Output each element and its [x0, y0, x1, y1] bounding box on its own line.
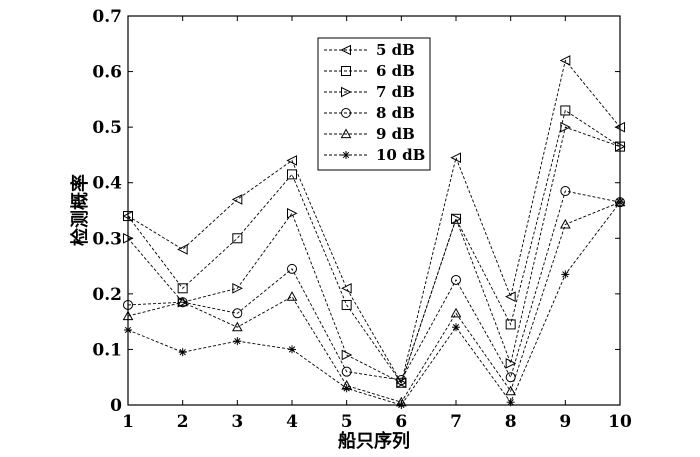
data-point: [286, 291, 298, 301]
data-point: [505, 291, 516, 302]
legend-marker: [341, 86, 352, 98]
legend-marker: [340, 44, 351, 56]
legend-label: 7 dB: [376, 83, 415, 101]
legend-marker: [342, 151, 350, 159]
legend-item: 8 dB: [324, 104, 415, 122]
data-point: [560, 121, 571, 133]
y-tick-label: 0.5: [92, 118, 122, 138]
legend-item: 5 dB: [324, 41, 415, 59]
series-line: [127, 109, 621, 384]
x-tick-label: 1: [122, 412, 134, 432]
data-point: [560, 186, 571, 197]
legend-item: 9 dB: [324, 125, 415, 143]
data-point: [450, 152, 461, 164]
y-tick-label: 0.3: [92, 229, 122, 249]
data-point: [450, 307, 462, 318]
series-5: [122, 196, 626, 407]
data-point: [232, 233, 243, 244]
x-tick-label: 7: [450, 412, 462, 432]
x-tick-label: 5: [341, 412, 353, 432]
y-tick-label: 0.7: [92, 7, 122, 27]
y-axis-title: 检测概率: [69, 174, 91, 246]
data-point: [177, 296, 189, 307]
y-tick-label: 0: [110, 396, 122, 416]
data-point: [505, 319, 516, 330]
data-point: [232, 308, 243, 319]
data-point: [560, 105, 571, 116]
y-tick-label: 0.4: [92, 174, 122, 194]
data-point: [286, 155, 297, 166]
data-point: [287, 169, 297, 180]
legend-label: 5 dB: [376, 41, 415, 59]
data-point: [396, 374, 407, 385]
data-point: [451, 213, 462, 225]
data-point: [177, 283, 188, 294]
data-point: [233, 337, 242, 346]
data-point: [231, 321, 243, 332]
x-tick-label: 10: [608, 412, 632, 432]
x-tick-label: 3: [231, 412, 243, 432]
y-tick-label: 0.6: [92, 63, 122, 83]
data-point: [288, 345, 296, 354]
legend-item: 10 dB: [324, 146, 425, 164]
legend: 5 dB 6 dB 7 dB 8 dB 9 dB 10 dB: [317, 37, 431, 171]
data-point: [342, 384, 351, 393]
data-point: [559, 218, 571, 229]
data-point: [505, 358, 517, 369]
x-tick-label: 6: [395, 412, 407, 432]
series-line: [127, 190, 621, 381]
legend-marker: [340, 128, 352, 139]
data-point: [287, 263, 297, 274]
legend-label: 10 dB: [376, 146, 425, 164]
y-tick-label: 0.2: [92, 285, 122, 305]
series-line: [127, 201, 621, 406]
series-6: [124, 198, 624, 409]
legend-item: 6 dB: [324, 62, 415, 80]
legend-label: 9 dB: [376, 125, 415, 143]
data-point: [231, 194, 243, 205]
data-point: [177, 244, 188, 255]
data-point: [341, 282, 352, 294]
x-tick-label: 4: [286, 412, 298, 432]
data-point: [287, 207, 298, 219]
data-point: [341, 366, 352, 377]
data-point: [451, 213, 461, 224]
data-point: [178, 348, 187, 357]
series-4: [123, 186, 625, 385]
data-point: [559, 55, 571, 66]
data-point: [451, 274, 461, 285]
data-point: [232, 282, 243, 294]
series-line: [127, 126, 621, 384]
x-tick-label: 2: [177, 412, 189, 432]
series-line: [127, 59, 621, 384]
legend-label: 6 dB: [376, 62, 415, 80]
legend-marker: [341, 66, 351, 76]
data-point: [396, 377, 407, 389]
legend-marker: [341, 108, 351, 118]
data-point: [452, 323, 460, 332]
data-point: [341, 349, 353, 361]
y-tick-label: 0.1: [92, 340, 122, 360]
x-tick-label: 9: [559, 412, 571, 432]
plot-frame: [127, 15, 621, 406]
x-tick-label: 8: [505, 412, 517, 432]
data-point: [341, 299, 352, 310]
legend-item: 7 dB: [324, 83, 415, 101]
data-point: [505, 385, 517, 396]
legend-box: [317, 37, 431, 171]
legend-label: 8 dB: [376, 104, 415, 122]
series-line: [127, 201, 621, 403]
data-point: [505, 372, 516, 383]
data-point: [561, 270, 570, 279]
x-axis-title: 船只序列: [338, 430, 410, 452]
